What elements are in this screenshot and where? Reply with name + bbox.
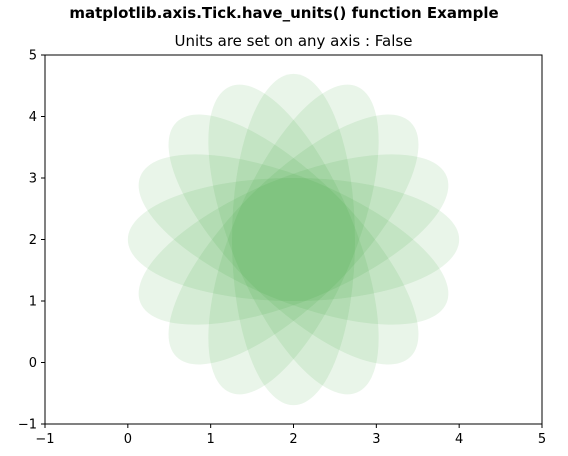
- y-tick-label: 4: [29, 110, 37, 125]
- ellipse-7: [138, 154, 449, 325]
- y-tick-label: 5: [29, 49, 37, 64]
- x-tick-label: 1: [207, 432, 215, 447]
- y-tick-label: 3: [29, 172, 37, 187]
- ellipse-2: [168, 114, 419, 365]
- y-tick-label: 1: [29, 295, 37, 310]
- ellipse-4: [232, 73, 355, 406]
- axes-title: Units are set on any axis : False: [175, 32, 413, 50]
- ellipse-3: [208, 84, 379, 395]
- x-tick-label: 2: [289, 432, 297, 447]
- figure-suptitle: matplotlib.axis.Tick.have_units() functi…: [69, 4, 499, 22]
- y-tick-label: −1: [18, 418, 37, 433]
- plot-area: [127, 73, 460, 406]
- x-tick-label: −1: [35, 432, 54, 447]
- x-tick-label: 5: [538, 432, 546, 447]
- y-tick-label: 0: [29, 356, 37, 371]
- y-axis: −1 0 1 2 3 4 5: [18, 49, 45, 433]
- ellipse-1: [138, 154, 449, 325]
- ellipse-5: [208, 84, 379, 395]
- x-tick-label: 4: [455, 432, 463, 447]
- ellipse-0: [127, 178, 460, 301]
- x-axis: −1 0 1 2 3 4 5: [35, 424, 546, 447]
- ellipse-6: [168, 114, 419, 365]
- x-tick-label: 0: [124, 432, 132, 447]
- x-tick-label: 3: [372, 432, 380, 447]
- y-tick-label: 2: [29, 233, 37, 248]
